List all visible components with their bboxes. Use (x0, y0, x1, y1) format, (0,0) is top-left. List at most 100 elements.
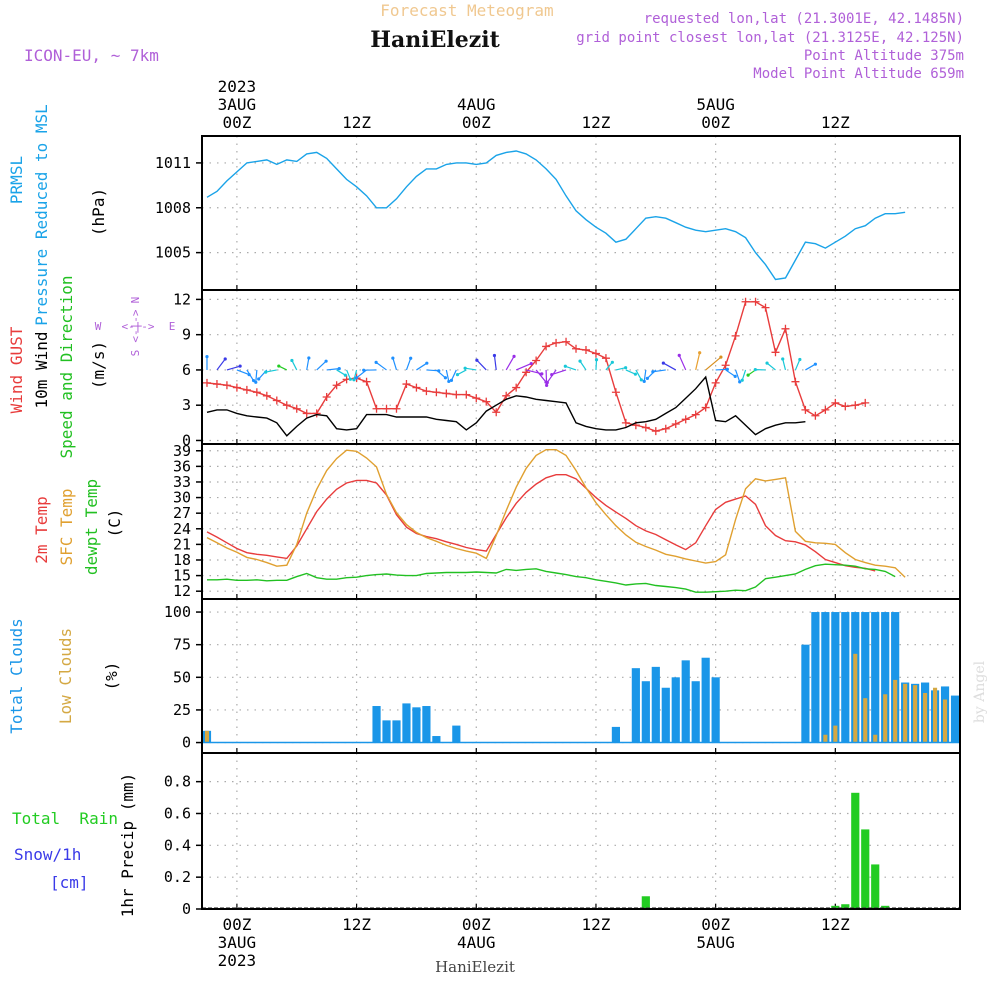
gust-marker (771, 348, 780, 357)
wind-10m-label: 10m Wind (32, 331, 51, 408)
y-tick-label: 30 (173, 489, 191, 507)
wind-arrow-head (512, 354, 516, 358)
wind-direction-arrow (450, 369, 457, 381)
wind-arrow-head (545, 380, 549, 385)
wind-arrow-head (492, 353, 497, 358)
wind-direction-arrow (595, 359, 598, 370)
point-altitude: Point Altitude 375m (804, 48, 964, 64)
y-tick-label: 36 (173, 457, 191, 475)
wind-arrow-head (753, 367, 757, 372)
wind-direction-arrow (445, 369, 450, 382)
total-clouds-bar (432, 736, 441, 743)
total-clouds-bar (821, 612, 830, 743)
wind-arrow-head (409, 356, 413, 360)
rain-bar (841, 904, 850, 909)
clouds-panel: 0 25 50 75 100 (164, 598, 961, 754)
y-tick-label: 3 (182, 396, 191, 414)
wind-arrow-head (337, 367, 341, 371)
wind-arrow-head (698, 351, 702, 355)
gust-marker (701, 403, 710, 412)
model-label: ICON-EU, ~ 7km (24, 46, 159, 65)
bottom-tick-label: 12Z (582, 915, 611, 934)
gust-marker (611, 388, 620, 397)
wind-unit: (m/s) (89, 341, 108, 389)
low-clouds-bar (903, 683, 908, 743)
bottom-date-label: 5AUG (696, 933, 735, 952)
total-clouds-bar (861, 612, 870, 743)
wind-arrow-head (307, 356, 311, 360)
total-clouds-bar (402, 703, 411, 743)
wind-direction-arrow (766, 362, 776, 371)
gust-marker (392, 404, 401, 413)
y-tick-label: 25 (173, 701, 191, 719)
temp-sfc-label: SFC Temp (57, 488, 76, 565)
gust-marker (362, 377, 371, 386)
y-tick-label: 0 (182, 431, 191, 449)
low-clouds-bar (933, 687, 938, 743)
gust-marker (262, 391, 271, 400)
gust-marker (302, 409, 311, 418)
gust-marker (821, 405, 830, 414)
wind-arrow-head (374, 360, 378, 364)
wind-direction-arrow (265, 369, 277, 373)
panel-frame (201, 752, 961, 910)
grid-point-location: grid point closest lon,lat (21.3125E, 42… (576, 30, 964, 46)
wind-arrow-head (324, 359, 328, 363)
low-clouds-bar (923, 692, 928, 743)
gust-marker (222, 381, 231, 390)
wind-direction-arrow (782, 358, 787, 371)
total-clouds-bar (382, 720, 391, 743)
wind-arrow-head (661, 361, 665, 365)
wind-arrow-head (264, 370, 268, 374)
total-clouds-bar (631, 668, 640, 743)
gust-marker (242, 385, 251, 394)
wind-direction-arrow (546, 369, 557, 383)
top-date-label: 4AUG (457, 95, 496, 114)
series-line-dewpt-temp (207, 563, 896, 593)
low-clouds-bar (853, 653, 858, 743)
total-clouds-bar (691, 681, 700, 743)
gust-marker (382, 404, 391, 413)
wind-direction-arrow (392, 357, 398, 371)
gust-marker (801, 405, 810, 414)
wind-direction-arrow (605, 361, 613, 371)
model-point-altitude: Model Point Altitude 659m (753, 66, 964, 82)
gust-marker (482, 397, 491, 406)
y-tick-label: 6 (182, 361, 191, 379)
compass-north: N (129, 297, 142, 304)
gust-marker (442, 389, 451, 398)
wind-arrow-head (677, 353, 681, 357)
bottom-date-label: 2023 (218, 951, 257, 970)
top-tick-label: 12Z (821, 113, 850, 132)
low-clouds-label: Low Clouds (56, 628, 75, 724)
low-clouds-bar (204, 730, 210, 743)
low-clouds-bar (942, 699, 948, 743)
total-clouds-bar (891, 612, 900, 743)
precip-panel: 0 0.2 0.4 0.6 0.8 (164, 752, 961, 918)
gust-marker (651, 427, 660, 436)
meteogram-title: Forecast Meteogram (380, 1, 553, 20)
gust-marker (781, 324, 790, 333)
wind-arrow-head (639, 378, 643, 382)
wind-arrow-head (205, 355, 209, 359)
gust-marker (452, 390, 461, 399)
total-rain-label: Total Rain (12, 809, 118, 828)
total-clouds-bar (831, 612, 840, 743)
rain-bar (881, 905, 890, 909)
wind-direction-arrow (465, 367, 477, 371)
top-date-label: 3AUG (218, 95, 257, 114)
total-clouds-bar (661, 687, 670, 743)
wind-direction-arrow (625, 369, 636, 375)
gust-marker (202, 378, 211, 387)
y-tick-label: 1005 (155, 244, 191, 262)
pressure-panel: 1005 1008 1011 (155, 135, 961, 291)
y-tick-label: 24 (173, 520, 191, 538)
y-tick-label: 21 (173, 535, 191, 553)
wind-arrow-head (254, 380, 258, 384)
wind-arrow-head (610, 360, 614, 364)
wind-arrow-head (348, 377, 352, 381)
gust-marker (422, 387, 431, 396)
wind-arrow-head (354, 376, 359, 380)
